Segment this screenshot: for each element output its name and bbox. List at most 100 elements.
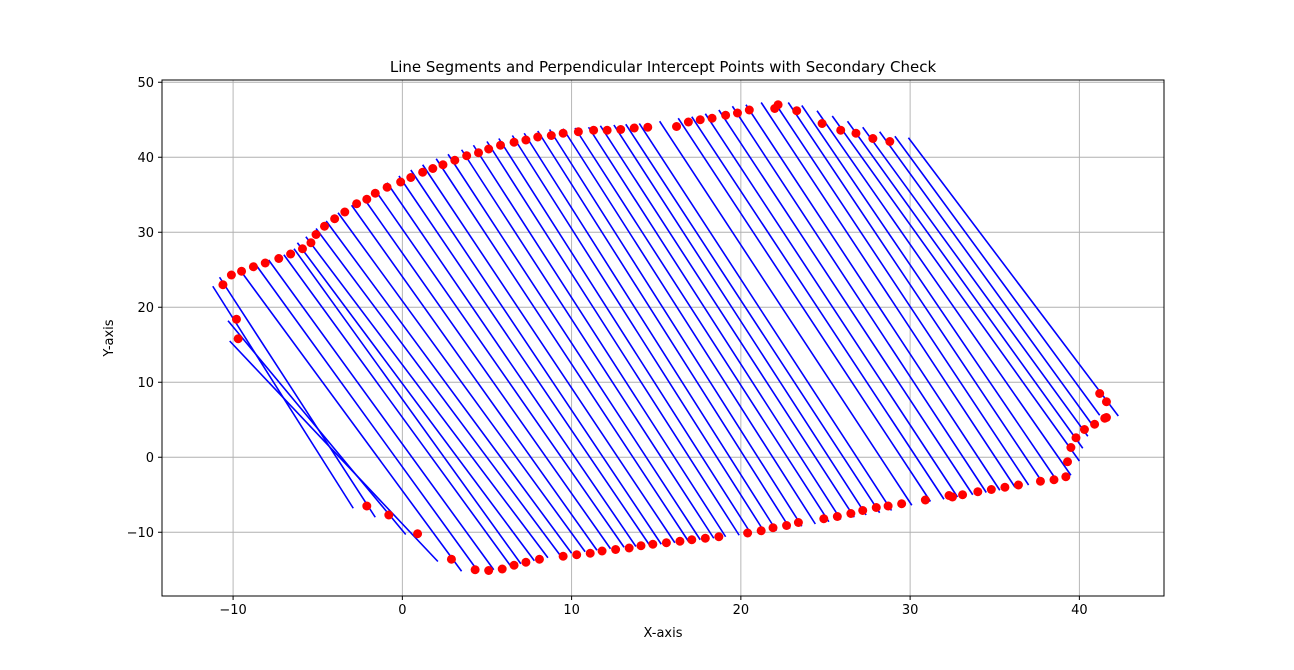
intercept-point-37 xyxy=(616,125,626,134)
segment-36 xyxy=(625,123,881,514)
intercept-point-38 xyxy=(629,123,639,133)
intercept-point-42 xyxy=(695,115,705,125)
intercept-point-49 xyxy=(792,106,802,116)
y-tick-label-4: 30 xyxy=(137,226,154,241)
y-tick-label-2: 10 xyxy=(137,376,154,391)
intercept-point-28 xyxy=(496,140,506,150)
intercept-point-107 xyxy=(1101,397,1111,407)
segment-5 xyxy=(256,265,480,573)
intercept-point-48 xyxy=(773,100,783,110)
intercept-point-17 xyxy=(370,188,380,198)
segment-52 xyxy=(862,126,1089,437)
intercept-point-56 xyxy=(384,510,394,520)
intercept-point-89 xyxy=(897,499,907,509)
intercept-point-64 xyxy=(534,554,544,564)
intercept-point-31 xyxy=(533,132,543,142)
segment-22 xyxy=(447,153,701,541)
segment-2 xyxy=(227,320,407,536)
segment-54 xyxy=(894,135,1101,416)
y-axis-label: Y-axis xyxy=(102,319,117,357)
intercept-point-35 xyxy=(589,125,599,135)
intercept-point-105 xyxy=(1090,419,1100,429)
segment-34 xyxy=(599,125,855,518)
y-tick-label-5: 40 xyxy=(137,151,154,166)
segment-31 xyxy=(562,128,817,525)
intercept-point-76 xyxy=(700,533,710,543)
x-tick-label-2: 10 xyxy=(563,603,580,618)
intercept-point-14 xyxy=(340,207,350,217)
segment-7 xyxy=(283,254,512,567)
plot-frame xyxy=(161,79,1165,597)
intercept-point-24 xyxy=(450,155,460,165)
intercept-point-25 xyxy=(462,151,472,161)
intercept-point-44 xyxy=(721,110,731,120)
segment-11 xyxy=(315,228,561,556)
intercept-point-32 xyxy=(546,131,556,140)
x-axis-label: X-axis xyxy=(644,626,683,641)
segment-24 xyxy=(472,144,727,538)
intercept-point-15 xyxy=(352,199,362,209)
intercept-point-1 xyxy=(231,314,241,324)
segment-47 xyxy=(787,102,1043,483)
intercept-point-5 xyxy=(248,262,258,272)
y-tick-label-3: 20 xyxy=(137,301,154,316)
intercept-point-79 xyxy=(756,526,766,536)
intercept-point-2 xyxy=(233,334,243,344)
intercept-point-104 xyxy=(1079,425,1089,434)
intercept-point-78 xyxy=(743,528,753,538)
intercept-point-7 xyxy=(274,254,284,263)
intercept-point-82 xyxy=(793,518,803,527)
segment-13 xyxy=(337,212,586,553)
intercept-point-55 xyxy=(362,501,372,511)
segment-50 xyxy=(831,115,1081,462)
intercept-point-18 xyxy=(382,182,392,192)
segment-44 xyxy=(745,104,1001,491)
segment-29 xyxy=(537,130,791,529)
intercept-point-54 xyxy=(885,137,895,146)
y-tick-label-6: 50 xyxy=(137,76,154,91)
intercept-point-45 xyxy=(732,108,742,118)
x-tick-label-3: 20 xyxy=(733,603,750,618)
chart-title: Line Segments and Perpendicular Intercep… xyxy=(390,58,937,76)
intercept-point-53 xyxy=(868,134,878,143)
intercept-point-3 xyxy=(226,270,236,280)
segment-28 xyxy=(523,132,778,532)
intercept-point-21 xyxy=(418,167,428,177)
segment-40 xyxy=(691,116,945,500)
y-tick-label-0: −10 xyxy=(127,526,154,541)
segment-18 xyxy=(398,175,651,546)
intercept-point-60 xyxy=(484,566,494,575)
segment-8 xyxy=(293,248,522,565)
segment-49 xyxy=(816,110,1072,476)
intercept-point-22 xyxy=(428,164,438,173)
intercept-point-0 xyxy=(218,280,228,290)
intercept-point-20 xyxy=(406,173,416,182)
intercept-point-85 xyxy=(846,509,856,518)
segment-43 xyxy=(731,105,987,493)
segment-6 xyxy=(267,259,495,571)
intercept-point-106 xyxy=(1095,389,1105,398)
intercept-point-33 xyxy=(558,128,568,138)
intercept-point-8 xyxy=(286,249,296,259)
intercept-point-70 xyxy=(624,543,634,553)
x-tick-label-5: 40 xyxy=(1071,603,1088,618)
segment-1 xyxy=(218,276,376,518)
segment-10 xyxy=(305,236,549,559)
intercept-point-9 xyxy=(297,244,307,254)
segment-9 xyxy=(296,242,536,562)
intercept-point-10 xyxy=(306,238,316,248)
intercept-point-90 xyxy=(920,495,930,505)
intercept-point-83 xyxy=(819,514,829,524)
y-axis-ticks: −10 0 10 20 30 40 50 xyxy=(127,76,162,541)
intercept-point-19 xyxy=(396,177,406,187)
segment-55 xyxy=(907,137,1119,417)
intercept-point-92 xyxy=(947,492,957,502)
intercept-point-103 xyxy=(1071,433,1081,443)
segment-17 xyxy=(386,182,637,547)
intercept-point-109 xyxy=(1100,413,1110,423)
intercept-point-88 xyxy=(883,501,893,511)
x-tick-label-1: 0 xyxy=(398,603,406,618)
segment-45 xyxy=(760,102,1016,488)
